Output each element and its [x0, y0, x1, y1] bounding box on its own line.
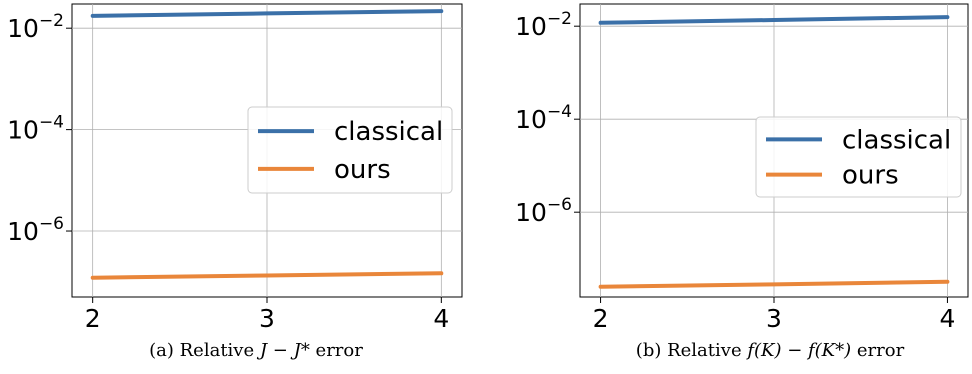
y-axis-a: 10−2 10−4 10−6 [7, 11, 72, 246]
ytick-label: 10−6 [7, 214, 64, 246]
caption-a: (a) Relative J − J* error [149, 340, 363, 361]
xtick-label: 2 [85, 304, 101, 333]
chart-a: 10−2 10−4 10−6 2 3 4 classical ours (a) Relat… [7, 3, 463, 361]
legend-label-ours: ours [842, 161, 899, 191]
x-axis-a: 2 3 4 [85, 297, 449, 333]
caption-b: (b) Relative f(K) − f(K*) error [636, 340, 905, 361]
ytick-label: 10−2 [7, 11, 64, 43]
xtick-label: 4 [433, 304, 449, 333]
ytick-label: 10−4 [515, 102, 572, 134]
ytick-label: 10−2 [515, 9, 572, 41]
ytick-label: 10−6 [515, 195, 572, 227]
x-axis-b: 2 3 4 [593, 297, 955, 333]
ytick-label: 10−4 [7, 113, 64, 145]
series-line-classical [90, 9, 444, 18]
xtick-label: 3 [766, 304, 782, 333]
chart-b: 10−2 10−4 10−6 2 3 4 classical ours (b) Relat… [515, 3, 969, 361]
legend-a: classical ours [247, 106, 453, 194]
xtick-label: 3 [259, 304, 275, 333]
legend-box [247, 106, 453, 194]
legend-label-ours: ours [334, 155, 391, 185]
series-line-ours [90, 271, 444, 280]
series-line-classical [598, 15, 950, 25]
legend-box [755, 116, 962, 198]
series-line-ours [598, 279, 950, 289]
series-lines-a [90, 9, 444, 280]
legend-label-classical: classical [842, 125, 951, 155]
legend-b: classical ours [755, 116, 962, 198]
series-lines-b [598, 15, 950, 289]
y-axis-b: 10−2 10−4 10−6 [515, 9, 580, 227]
xtick-label: 2 [593, 304, 609, 333]
legend-label-classical: classical [334, 117, 443, 147]
xtick-label: 4 [939, 304, 955, 333]
